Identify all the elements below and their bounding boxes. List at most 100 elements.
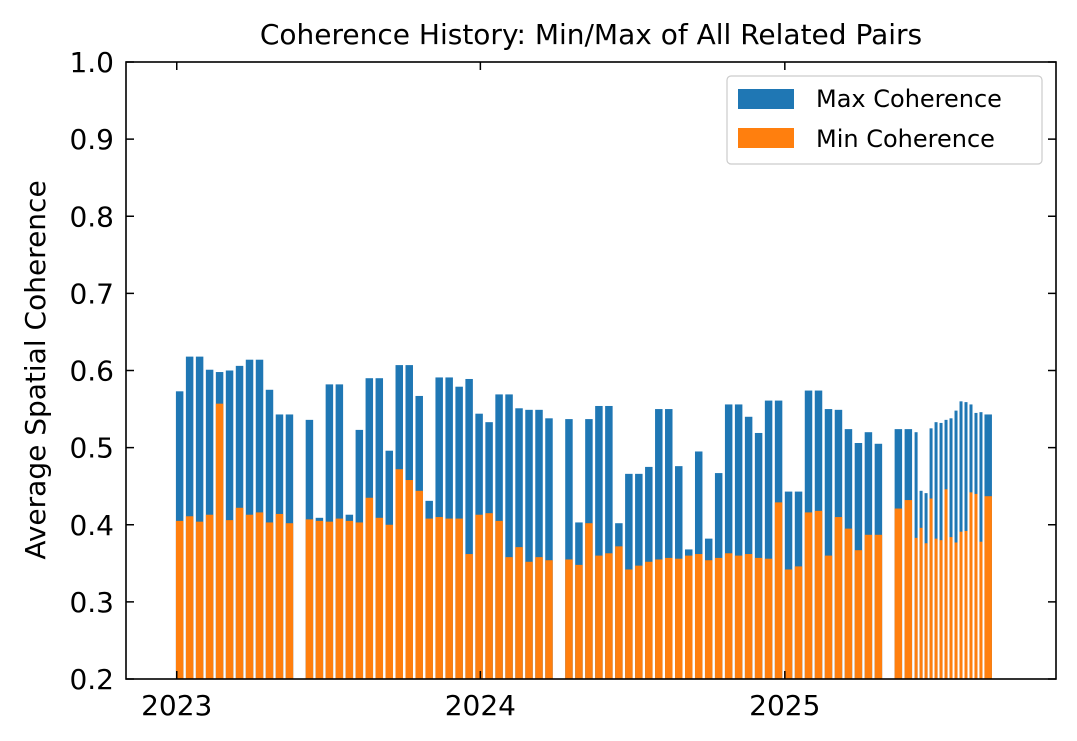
max-coherence-bar-32 [505,394,513,679]
max-coherence-bar-35 [535,409,543,679]
min-coherence-bar-56 [754,557,763,679]
min-coherence-bar-65 [844,528,853,679]
min-coherence-bar-42 [615,546,623,679]
min-coherence-bar-40 [595,555,603,679]
min-coherence-bar-46 [655,559,663,679]
min-coherence-bar-37 [565,559,573,679]
max-coherence-bar-54 [734,404,743,679]
min-coherence-bar-78 [949,537,953,679]
y-tick-label-8: 1.0 [69,46,114,79]
max-coherence-bar-36 [545,418,553,679]
min-coherence-bar-9 [265,522,274,679]
min-coherence-bar-54 [734,555,743,679]
min-coherence-bar-38 [575,564,583,679]
min-coherence-bar-35 [535,557,543,679]
min-coherence-bar-39 [585,523,593,679]
min-coherence-bar-66 [854,550,863,679]
max-coherence-bar-33 [515,408,523,679]
min-coherence-bar-24 [425,518,433,679]
min-coherence-bar-75 [934,538,938,679]
min-coherence-bar-25 [435,517,443,679]
min-coherence-bar-4 [215,403,224,679]
min-coherence-bar-44 [635,565,643,679]
min-coherence-bar-30 [485,513,493,679]
min-coherence-bar-45 [645,561,653,679]
legend-swatch-max [738,89,794,109]
min-coherence-bar-63 [824,555,833,679]
min-coherence-bar-31 [495,520,503,679]
min-coherence-bar-34 [525,561,533,679]
y-tick-label-2: 0.4 [69,509,114,542]
min-coherence-bar-62 [814,510,823,679]
min-coherence-bar-57 [764,558,773,679]
min-coherence-bar-22 [405,480,413,679]
min-coherence-bar-6 [235,507,244,679]
min-coherence-bar-15 [335,518,344,679]
min-coherence-bar-18 [365,497,374,679]
max-coherence-bar-2 [195,356,204,679]
min-coherence-bar-19 [375,517,384,679]
min-coherence-bar-41 [605,553,613,679]
min-coherence-bar-71 [914,537,918,679]
max-coherence-bar-57 [764,400,773,679]
min-coherence-bar-77 [944,489,948,679]
y-tick-label-1: 0.3 [69,586,114,619]
min-coherence-bars [175,403,992,679]
min-coherence-bar-52 [714,557,723,679]
min-coherence-bar-69 [894,508,903,679]
min-coherence-bar-60 [794,566,803,679]
max-coherence-bar-47 [665,409,673,679]
max-coherence-bar-46 [655,409,663,679]
min-coherence-bar-43 [625,569,633,679]
min-coherence-bar-23 [415,490,423,679]
max-coherence-bar-56 [754,432,763,679]
plot-frame [125,61,1057,680]
max-coherence-bar-28 [465,378,473,679]
min-coherence-bar-28 [465,554,473,679]
min-coherence-bar-61 [804,512,813,679]
y-tick-label-4: 0.6 [69,355,114,388]
min-coherence-bar-11 [285,523,294,679]
max-coherence-bar-55 [744,416,753,679]
max-coherence-bar-40 [595,405,603,679]
min-coherence-bar-2 [195,521,204,679]
min-coherence-bar-5 [225,520,234,679]
min-coherence-bar-55 [744,554,753,679]
min-coherence-bar-1 [185,516,194,679]
min-coherence-bar-82 [969,492,973,679]
max-coherence-bar-53 [724,404,733,679]
legend: Max Coherence Min Coherence [726,75,1043,165]
max-coherence-bar-63 [824,409,833,679]
min-coherence-bar-8 [255,512,264,679]
min-coherence-bar-29 [475,514,483,679]
min-coherence-bar-33 [515,547,523,679]
min-coherence-bar-53 [724,553,733,679]
min-coherence-bar-84 [979,541,983,679]
min-coherence-bar-17 [355,522,364,679]
min-coherence-bar-73 [924,543,928,679]
y-tick-label-6: 0.8 [69,200,114,233]
min-coherence-bar-81 [964,530,968,679]
y-tick-label-3: 0.5 [69,432,114,465]
min-coherence-bar-16 [345,520,354,679]
min-coherence-bar-67 [864,534,873,679]
min-coherence-bar-59 [784,569,793,679]
min-coherence-bar-49 [685,555,693,679]
max-coherence-bar-37 [565,419,573,679]
min-coherence-bar-20 [385,524,394,679]
min-coherence-bar-85 [984,496,992,679]
min-coherence-bar-7 [245,514,254,679]
min-coherence-bar-51 [704,560,713,679]
min-coherence-bar-48 [675,558,683,679]
min-coherence-bar-36 [545,560,553,679]
min-coherence-bar-13 [315,520,324,679]
min-coherence-bar-14 [325,521,334,679]
max-coherence-bar-34 [525,409,533,679]
min-coherence-bar-70 [904,500,913,679]
legend-box [726,75,1043,165]
min-coherence-bar-74 [929,498,933,679]
min-coherence-bar-72 [919,527,923,679]
min-coherence-bar-76 [939,540,943,679]
min-coherence-bar-80 [959,531,963,679]
